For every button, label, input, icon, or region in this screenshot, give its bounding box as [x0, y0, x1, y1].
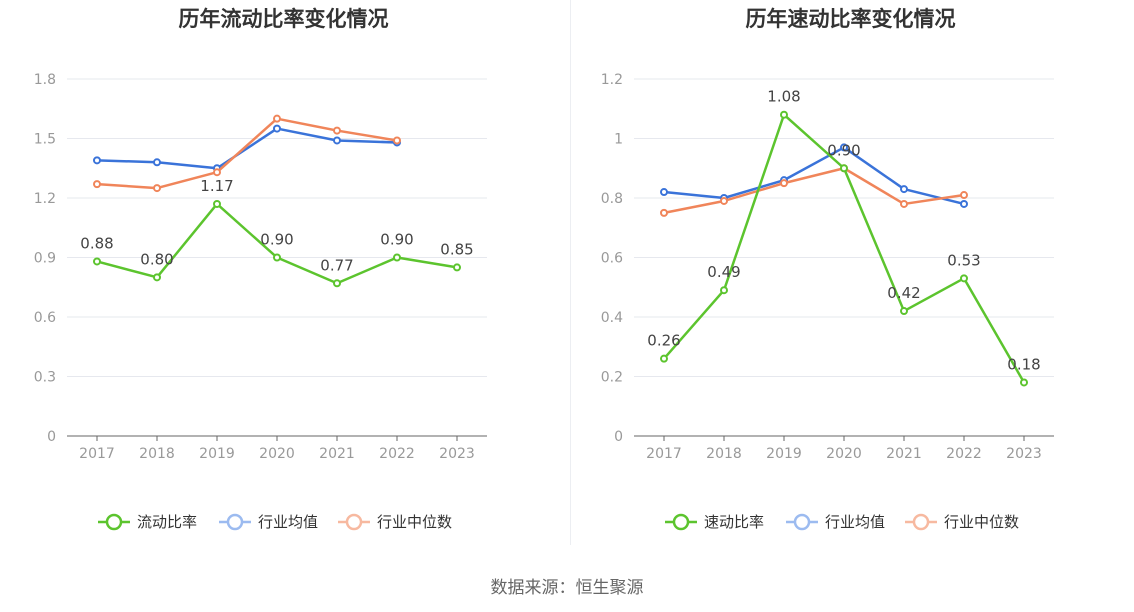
data-point [153, 184, 161, 193]
series-line-1 [96, 127, 398, 170]
data-label: 0.49 [707, 263, 740, 281]
series-line-2 [663, 167, 965, 215]
y-tick-label: 0.8 [601, 191, 623, 207]
data-label: 0.42 [887, 284, 920, 302]
legend-swatch-marker [226, 513, 244, 531]
y-tick-label: 0.2 [601, 370, 623, 386]
y-tick-label: 1.2 [34, 191, 56, 207]
chart-title: 历年速动比率变化情况 [745, 7, 956, 31]
data-point [453, 263, 461, 272]
chart-title: 历年流动比率变化情况 [178, 7, 389, 31]
data-point [960, 274, 968, 283]
legend-label: 行业均值 [825, 513, 885, 531]
legend-label: 速动比率 [704, 513, 764, 531]
y-tick-label: 0 [614, 429, 623, 445]
series-line-1 [663, 146, 965, 206]
y-tick-label: 0.4 [601, 310, 623, 326]
data-point [333, 126, 341, 135]
y-tick-label: 0 [47, 429, 56, 445]
legend-label: 行业中位数 [944, 513, 1019, 531]
x-tick-label: 2022 [946, 446, 982, 462]
data-label: 0.53 [947, 251, 980, 269]
data-point [393, 253, 401, 262]
data-point [900, 199, 908, 208]
data-label: 1.08 [767, 88, 800, 106]
data-point [1020, 378, 1028, 387]
x-tick-label: 2021 [319, 446, 355, 462]
data-point [900, 307, 908, 316]
x-tick-label: 2022 [379, 446, 415, 462]
data-point [93, 180, 101, 189]
data-point [153, 273, 161, 282]
legend-swatch-marker [672, 513, 690, 531]
data-label: 0.26 [647, 332, 680, 350]
x-tick-label: 2023 [439, 446, 475, 462]
x-tick-label: 2019 [199, 446, 235, 462]
data-label: 0.77 [320, 256, 353, 274]
data-point [93, 257, 101, 266]
x-tick-label: 2018 [706, 446, 742, 462]
legend-label: 行业中位数 [377, 513, 452, 531]
data-point [660, 188, 668, 197]
x-tick-label: 2020 [259, 446, 295, 462]
data-point [333, 136, 341, 145]
x-tick-label: 2018 [139, 446, 175, 462]
x-tick-label: 2017 [79, 446, 115, 462]
y-tick-label: 1.5 [34, 132, 56, 148]
data-point [660, 354, 668, 363]
data-point [333, 279, 341, 288]
data-label: 0.18 [1007, 355, 1040, 373]
data-point [273, 114, 281, 123]
data-source-note: 数据来源：恒生聚源 [490, 578, 644, 598]
legend-swatch-marker [105, 513, 123, 531]
data-point [840, 143, 848, 152]
y-tick-label: 1.8 [34, 72, 56, 88]
y-tick-label: 1 [614, 132, 623, 148]
legend-swatch-marker [912, 513, 930, 531]
current-ratio-chart: 0 0.3 0.6 0.9 1.2 1.5 1.8 2017 2018 2019 2020 2021 2… [34, 72, 487, 531]
x-tick-label: 2020 [826, 446, 862, 462]
data-label: 0.90 [380, 231, 413, 249]
data-label: 0.80 [140, 250, 173, 268]
data-point [780, 179, 788, 188]
data-point [780, 110, 788, 119]
x-tick-label: 2019 [766, 446, 802, 462]
y-tick-label: 0.3 [34, 370, 56, 386]
series-line-2 [96, 117, 398, 190]
y-tick-label: 1.2 [601, 72, 623, 88]
data-point [273, 124, 281, 133]
legend-swatch-marker [345, 513, 363, 531]
data-point [273, 253, 281, 262]
data-point [93, 156, 101, 165]
y-tick-label: 0.6 [601, 251, 623, 267]
x-tick-label: 2023 [1006, 446, 1042, 462]
data-point [900, 185, 908, 194]
data-point [213, 168, 221, 177]
data-point [660, 208, 668, 217]
quick-ratio-chart: 0 0.2 0.4 0.6 0.8 1 1.2 2017 2018 2019 2020 2021 202… [601, 72, 1054, 531]
legend-label: 流动比率 [137, 513, 197, 531]
data-label: 1.17 [200, 177, 233, 195]
y-tick-label: 0.9 [34, 251, 56, 267]
legend-swatch-marker [793, 513, 811, 531]
panel-divider [570, 0, 571, 545]
y-tick-label: 0.6 [34, 310, 56, 326]
data-label: 0.88 [80, 234, 113, 252]
data-label: 0.85 [440, 240, 473, 258]
legend-label: 行业均值 [258, 513, 318, 531]
quick-ratio-panel: 历年速动比率变化情况 0 0.2 0.4 0.6 0.8 1 1.2 2017 2018 2019… [567, 0, 1134, 560]
data-label: 0.90 [827, 141, 860, 159]
data-point [960, 191, 968, 200]
data-point [840, 164, 848, 173]
data-point [153, 158, 161, 167]
data-label: 0.90 [260, 231, 293, 249]
data-point [213, 199, 221, 208]
x-tick-label: 2017 [646, 446, 682, 462]
data-point [960, 199, 968, 208]
x-tick-label: 2021 [886, 446, 922, 462]
data-point [393, 136, 401, 145]
data-point [720, 196, 728, 205]
current-ratio-panel: 历年流动比率变化情况 0 0.3 0.6 0.9 1.2 1.5 1.8 2017 2018 20… [0, 0, 567, 560]
data-point [720, 286, 728, 295]
